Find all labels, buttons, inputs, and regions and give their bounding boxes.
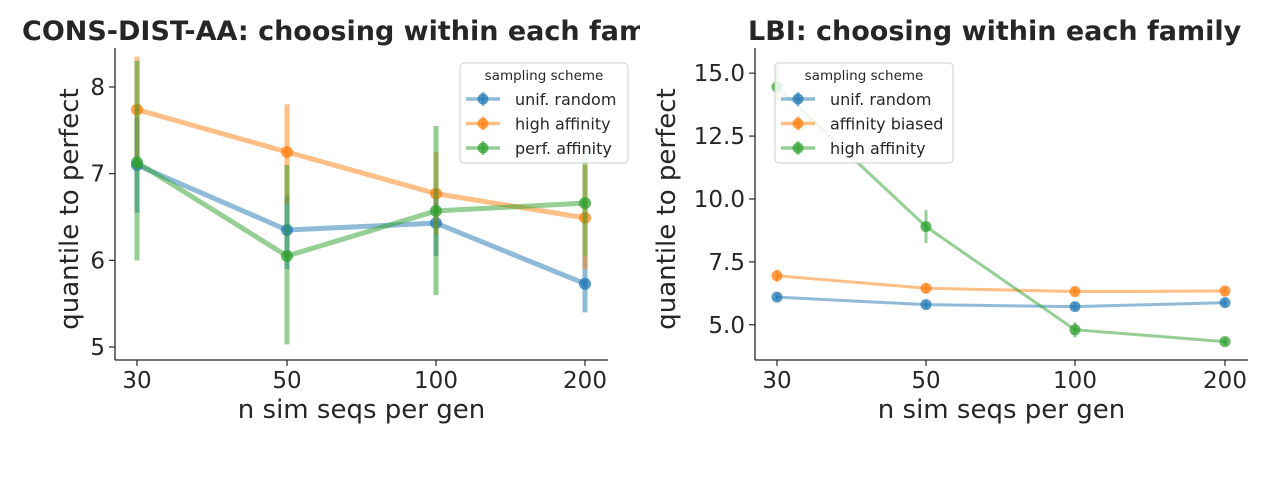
series-line (775, 274, 1227, 294)
legend-item: unif. random (466, 90, 616, 109)
x-tick-label: 30 (762, 368, 791, 394)
legend-frame (774, 62, 954, 164)
legend-swatch-marker (477, 93, 489, 105)
x-tick-label: 100 (1053, 368, 1097, 394)
series-perf-affinity (131, 61, 591, 345)
legend-label: high affinity (830, 139, 926, 158)
series-affinity-biased (771, 269, 1231, 298)
data-point (579, 197, 591, 210)
legend-title: sampling scheme (805, 68, 924, 84)
data-point (1069, 286, 1081, 298)
legend-label: high affinity (515, 115, 611, 134)
x-axis-label: n sim seqs per gen (878, 395, 1125, 425)
legend-item: high affinity (466, 115, 611, 134)
data-point (1219, 285, 1231, 297)
data-point (771, 270, 783, 282)
x-tick-label: 100 (414, 368, 458, 394)
y-tick-label: 12.5 (694, 124, 745, 150)
data-point (281, 250, 293, 262)
data-point (1069, 324, 1081, 336)
y-tick-label: 5.0 (708, 313, 745, 339)
y-tick-label: 10.0 (694, 187, 745, 213)
y-tick-label: 7 (90, 162, 105, 188)
x-tick-label: 50 (272, 368, 301, 394)
legend: sampling scheme unif. random high affinity… (459, 62, 629, 164)
series-line (134, 159, 588, 259)
legend-swatch-marker (477, 118, 489, 129)
legend-swatch-marker (477, 142, 489, 154)
series-unif-random (771, 291, 1231, 313)
legend-item: affinity biased (781, 115, 943, 134)
data-point (920, 282, 932, 294)
legend-frame (459, 62, 629, 164)
y-tick-label: 6 (90, 248, 105, 274)
chart-title: LBI: choosing within each family (748, 16, 1242, 47)
legend-swatch-marker (792, 93, 804, 105)
data-point (1219, 297, 1231, 309)
y-tick-label: 15.0 (694, 61, 745, 87)
legend-item: perf. affinity (466, 139, 612, 158)
x-axis-label: n sim seqs per gen (238, 395, 485, 425)
legend-swatch-marker (792, 118, 804, 129)
legend-label: unif. random (515, 90, 616, 109)
y-axis-label: quantile to perfect (652, 88, 682, 330)
legend-item: unif. random (781, 90, 931, 109)
data-point (579, 277, 591, 290)
chart-lbi: LBI: choosing within each family 5.0 7.5 10… (652, 16, 1248, 425)
legend-swatch-marker (792, 142, 804, 154)
y-axis-label: quantile to perfect (55, 88, 85, 330)
x-tick-label: 50 (911, 368, 940, 394)
data-point (131, 156, 143, 169)
legend-label: affinity biased (830, 115, 943, 134)
chart-title: CONS-DIST-AA: choosing within each famil… (22, 16, 684, 47)
legend: sampling scheme unif. random affinity bias… (774, 62, 954, 164)
y-tick-label: 7.5 (708, 250, 745, 276)
series-line (775, 295, 1227, 309)
data-point (281, 146, 293, 158)
chart-cons-dist-aa: CONS-DIST-AA: choosing within each famil… (22, 16, 684, 425)
x-tick-label: 200 (1203, 368, 1247, 394)
x-tick-label: 200 (563, 368, 607, 394)
series-line (134, 162, 588, 287)
legend-item: high affinity (781, 139, 926, 158)
data-point (920, 299, 932, 311)
data-point (430, 204, 442, 217)
legend-title: sampling scheme (485, 68, 604, 84)
data-point (1219, 336, 1231, 348)
data-point (771, 291, 783, 303)
y-tick-label: 5 (90, 335, 105, 361)
y-tick-label: 8 (90, 75, 105, 101)
data-point (1069, 301, 1081, 313)
data-point (920, 221, 932, 233)
x-tick-label: 30 (122, 368, 151, 394)
legend-label: perf. affinity (515, 139, 612, 158)
legend-label: unif. random (830, 90, 931, 109)
